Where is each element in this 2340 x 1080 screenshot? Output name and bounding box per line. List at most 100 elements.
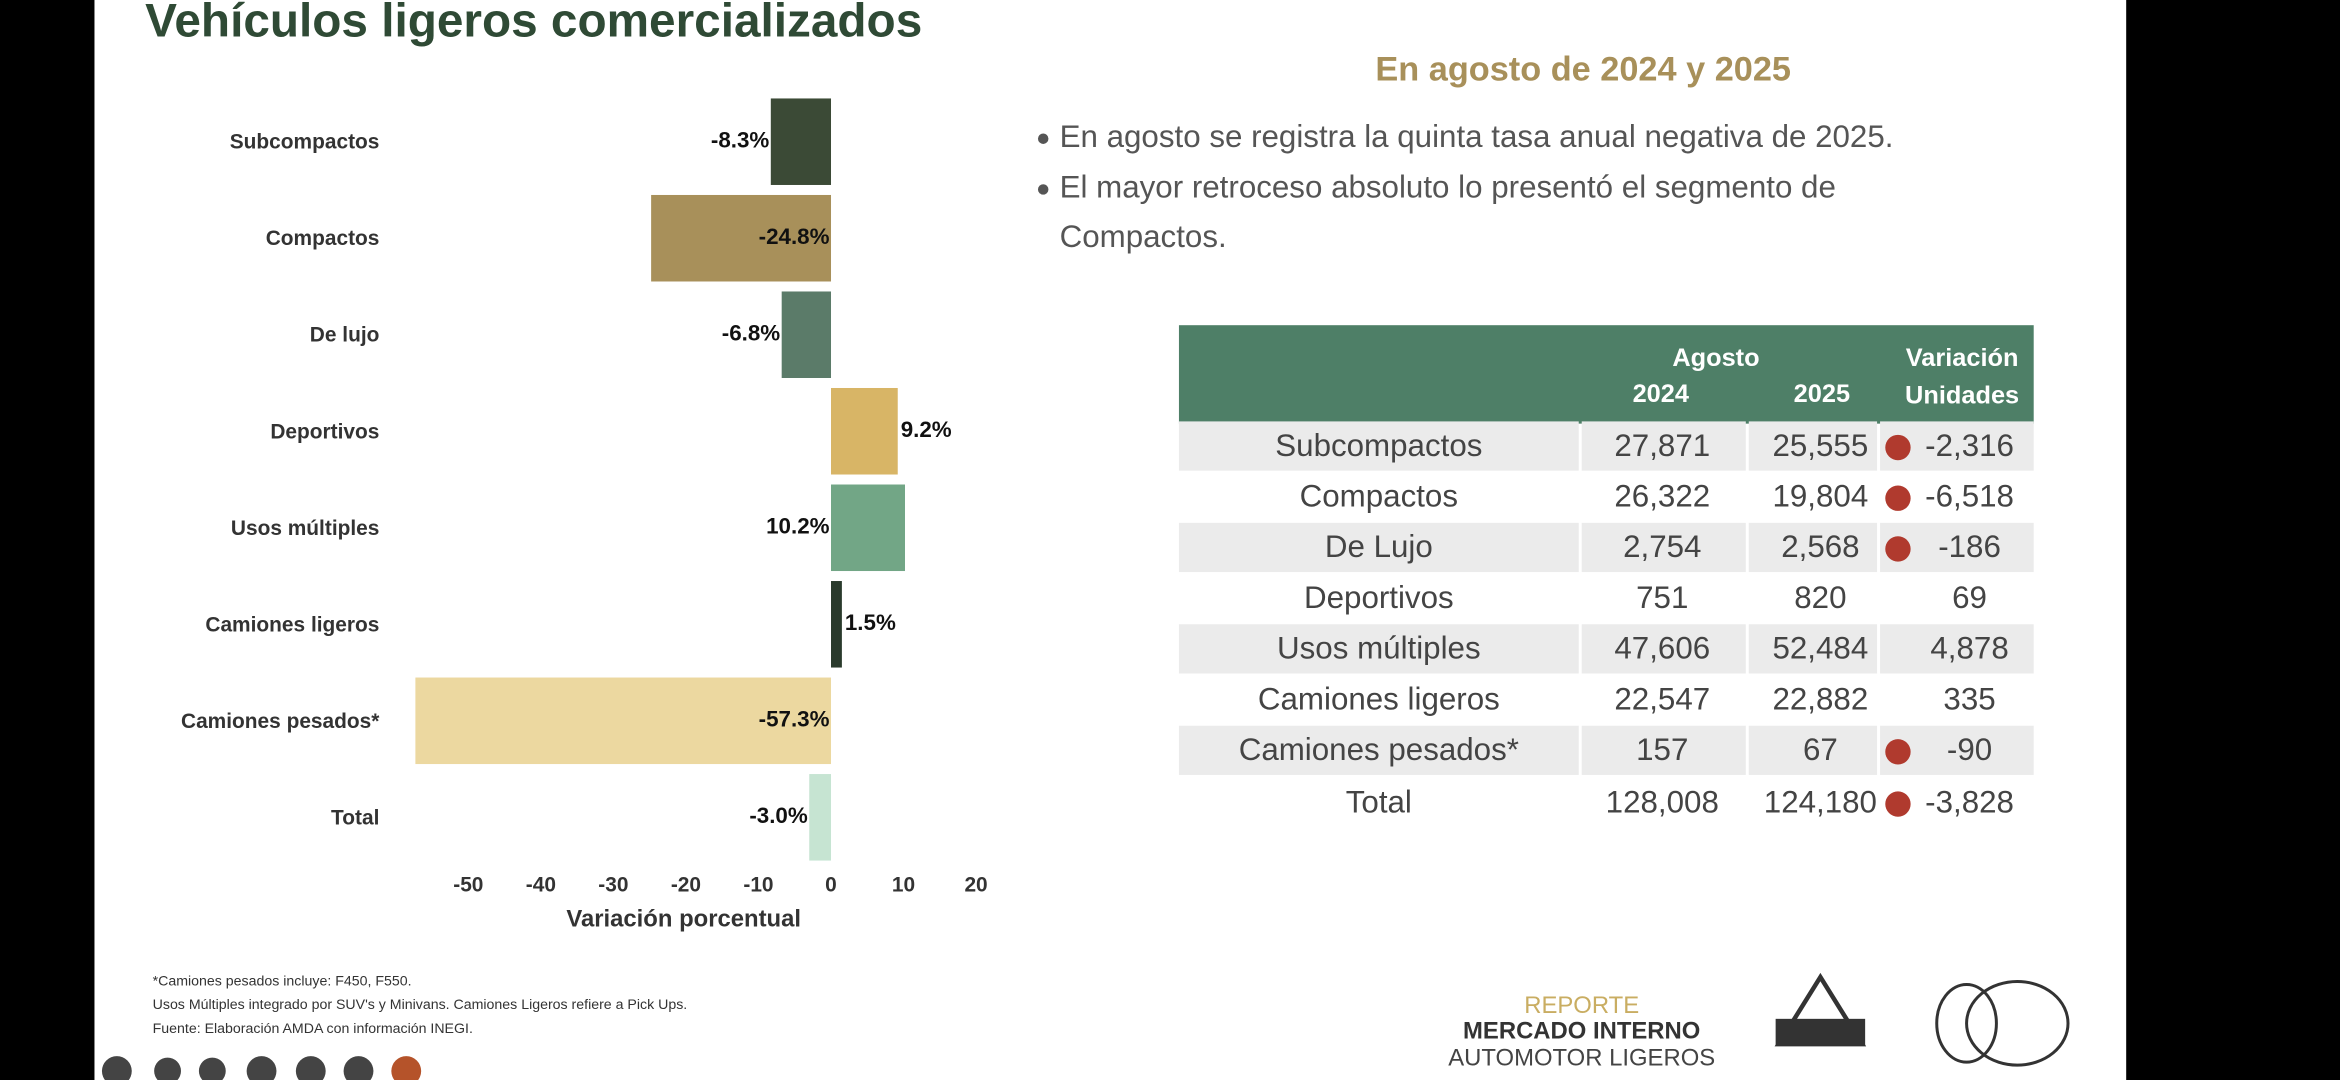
- table-cell: 157: [1636, 732, 1688, 767]
- y-tick-label: Deportivos: [270, 420, 379, 443]
- table-cell: 2,568: [1781, 529, 1859, 564]
- table-cell: 26,322: [1614, 479, 1710, 514]
- data-label: 1.5%: [845, 610, 896, 635]
- footnote: Fuente: Elaboración AMDA con información…: [153, 1021, 473, 1037]
- anniversary-logo: [1935, 983, 1998, 1064]
- table-cell: Usos múltiples: [1277, 631, 1481, 666]
- row-band: [1748, 725, 1878, 775]
- bar: [651, 194, 832, 282]
- row-band: [1178, 522, 1579, 573]
- table-cell: 2,754: [1623, 529, 1701, 564]
- bar: [809, 774, 832, 861]
- table-cell: 4,878: [1930, 631, 2008, 666]
- data-label: -6.8%: [722, 321, 781, 346]
- header-cell: 2024: [1633, 380, 1689, 408]
- header-cell: Agosto: [1672, 344, 1759, 372]
- table-header: [1178, 325, 2034, 424]
- table-cell: -90: [1947, 732, 1992, 767]
- toolbar-button[interactable]: [343, 1056, 374, 1080]
- y-tick-label: Camiones ligeros: [205, 613, 379, 636]
- x-tick-label: -30: [598, 874, 628, 897]
- row-band: [1880, 624, 2034, 674]
- negative-indicator: [1885, 739, 1911, 765]
- toolbar-button[interactable]: [391, 1056, 422, 1080]
- amda-logo-band: [1775, 1018, 1866, 1046]
- table-cell: -3,828: [1925, 784, 2014, 819]
- row-band: [1748, 421, 1878, 471]
- table-cell: Camiones ligeros: [1258, 681, 1500, 716]
- table-cell: 124,180: [1764, 784, 1877, 819]
- table-cell: De Lujo: [1325, 529, 1433, 564]
- row-band: [1748, 624, 1878, 674]
- bar: [831, 581, 842, 668]
- bar: [831, 387, 898, 475]
- data-label: -24.8%: [759, 224, 830, 249]
- table-cell: 25,555: [1772, 428, 1868, 463]
- row-band: [1581, 624, 1746, 674]
- x-tick-label: -50: [453, 874, 483, 897]
- data-label: -8.3%: [711, 128, 770, 153]
- row-band: [1178, 624, 1579, 674]
- row-band: [1581, 421, 1746, 471]
- y-tick-label: Usos múltiples: [231, 517, 379, 540]
- negative-indicator: [1885, 485, 1911, 511]
- toolbar-button[interactable]: [198, 1057, 226, 1080]
- data-label: -57.3%: [759, 707, 830, 732]
- bar: [415, 677, 832, 765]
- row-band: [1178, 421, 1579, 471]
- data-label: -3.0%: [749, 803, 808, 828]
- toolbar-button[interactable]: [246, 1056, 277, 1080]
- footnote: *Camiones pesados incluye: F450, F550.: [153, 973, 412, 989]
- header-cell: Unidades: [1905, 381, 2019, 409]
- x-tick-label: -40: [526, 874, 556, 897]
- x-tick-label: 20: [964, 874, 987, 897]
- bar: [831, 484, 905, 572]
- bullet: En agosto se registra la quinta tasa anu…: [1060, 119, 1894, 154]
- row-band: [1178, 725, 1579, 775]
- table-cell: Camiones pesados*: [1239, 732, 1519, 767]
- table-cell: -6,518: [1925, 479, 2014, 514]
- table-cell: 67: [1803, 732, 1838, 767]
- subtitle: En agosto de 2024 y 2025: [1375, 51, 1791, 89]
- data-label: 10.2%: [766, 514, 830, 539]
- table-cell: 128,008: [1606, 784, 1719, 819]
- toolbar-button[interactable]: [101, 1056, 132, 1080]
- bullet-dot: [1037, 133, 1049, 144]
- negative-indicator: [1885, 434, 1911, 461]
- bullet-dot: [1037, 184, 1049, 195]
- x-tick-label: 0: [825, 874, 837, 897]
- footnote: Usos Múltiples integrado por SUV's y Min…: [153, 997, 688, 1013]
- toolbar: [101, 1056, 422, 1080]
- table-cell: Compactos: [1300, 479, 1458, 514]
- table-cell: 47,606: [1614, 631, 1710, 666]
- table-cell: 27,871: [1614, 428, 1710, 463]
- table-cell: 19,804: [1772, 479, 1868, 514]
- row-band: [1581, 725, 1746, 775]
- table-cell: 22,547: [1614, 681, 1710, 716]
- bar: [781, 291, 832, 378]
- bullet: El mayor retroceso absoluto lo presentó …: [1060, 170, 1836, 205]
- y-tick-label: Total: [331, 806, 379, 829]
- y-tick-label: Compactos: [266, 227, 380, 250]
- row-band: [1581, 522, 1746, 573]
- toolbar-button[interactable]: [295, 1056, 326, 1080]
- table-cell: 335: [1943, 681, 1995, 716]
- y-tick-label: Camiones pesados*: [181, 710, 380, 733]
- table-cell: Deportivos: [1304, 580, 1454, 615]
- table-cell: Total: [1346, 784, 1412, 819]
- table-cell: 69: [1952, 580, 1987, 615]
- negative-indicator: [1885, 791, 1911, 817]
- toolbar-button[interactable]: [154, 1057, 181, 1080]
- table-cell: 52,484: [1772, 631, 1868, 666]
- table-cell: 820: [1794, 580, 1846, 615]
- table-cell: 22,882: [1772, 681, 1868, 716]
- y-tick-label: De lujo: [310, 324, 380, 347]
- x-tick-label: -10: [743, 874, 773, 897]
- x-tick-label: 10: [892, 874, 915, 897]
- table-cell: -2,316: [1925, 428, 2014, 463]
- header-cell: 2025: [1794, 380, 1850, 408]
- slide-title: Vehículos ligeros comercializados: [145, 0, 922, 47]
- anniversary-logo: [1965, 980, 2070, 1067]
